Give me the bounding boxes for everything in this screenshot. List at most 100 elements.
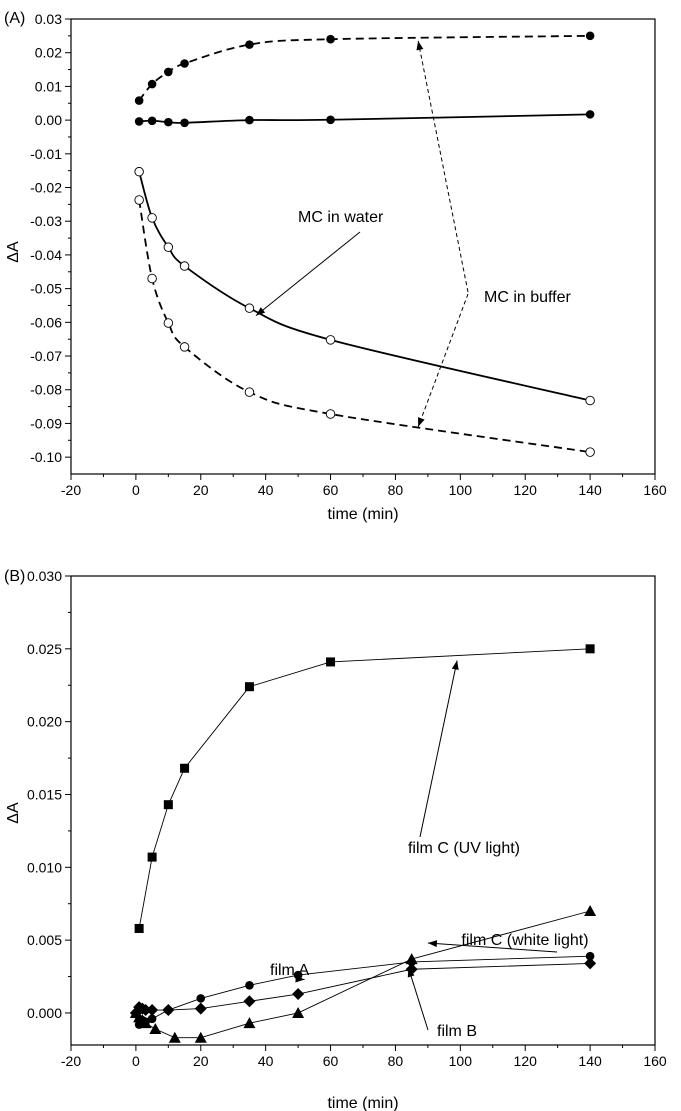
panel-label: (A) (4, 10, 25, 27)
annotation-arrow-line (419, 660, 458, 838)
y-tick-label: 0.025 (27, 641, 62, 657)
data-point-open-circle (585, 447, 595, 457)
data-point-open-circle (244, 303, 255, 313)
x-tick-label: 0 (132, 1053, 140, 1069)
y-tick-label: 0.030 (27, 568, 62, 584)
y-tick-label: 0.000 (27, 1005, 62, 1021)
data-point-open-circle (179, 342, 190, 352)
x-tick-label: 80 (388, 1053, 404, 1069)
data-point-open-circle (134, 195, 144, 205)
y-tick-label: 0.010 (27, 859, 62, 875)
series-line (138, 34, 591, 102)
y-tick-label: 0.01 (35, 78, 62, 94)
annotation-arrowhead (255, 307, 266, 316)
data-point-filled-circle (164, 67, 173, 77)
data-point-filled-circle (326, 115, 335, 125)
data-point-triangle (149, 1022, 162, 1034)
series-line (138, 648, 591, 929)
annotation-arrow-line (407, 967, 429, 1031)
data-point-filled-circle (245, 115, 254, 125)
data-point-open-circle (163, 242, 174, 252)
annotation-arrow-line (417, 293, 469, 427)
x-tick-label: 20 (193, 482, 209, 498)
data-point-triangle (139, 1017, 152, 1029)
y-tick-label: -0.06 (30, 314, 62, 330)
annotation-arrowhead (416, 40, 424, 51)
data-point-filled-circle (180, 118, 189, 128)
plot-frame-1 (70, 575, 656, 1046)
series-line (138, 171, 591, 402)
data-point-square (163, 800, 173, 810)
data-point-filled-circle (134, 96, 144, 105)
y-tick-label: -0.03 (30, 213, 62, 229)
y-tick-label: 0.00 (35, 112, 62, 128)
data-point-filled-circle (147, 116, 157, 126)
y-tick-label: -0.02 (30, 180, 62, 196)
data-point-open-circle (147, 273, 157, 284)
data-point-filled-circle (134, 117, 144, 126)
data-point-triangle (405, 953, 418, 965)
annotation-arrowhead (407, 967, 415, 978)
data-point-square (326, 657, 336, 667)
data-point-diamond (162, 1004, 175, 1017)
data-point-triangle (194, 1031, 207, 1043)
data-point-open-circle (179, 261, 190, 271)
annotation-arrow-line (427, 942, 558, 953)
y-axis-label: ΔA (5, 802, 22, 824)
x-axis-label: time (min) (327, 1095, 398, 1111)
data-point-filled-circle (585, 31, 595, 41)
y-axis-label: ΔA (5, 241, 22, 263)
annotation-arrowhead (418, 417, 425, 427)
y-tick-label: -0.01 (30, 146, 62, 162)
annotation-arrowhead (451, 660, 459, 671)
series-line (135, 962, 591, 1014)
data-point-circle (196, 994, 206, 1003)
x-tick-label: 160 (643, 1053, 667, 1069)
data-point-square (134, 923, 144, 933)
annotation-label: MC in buffer (484, 289, 572, 306)
x-tick-label: 40 (258, 1053, 274, 1069)
data-point-filled-circle (326, 34, 335, 44)
y-tick-label: -0.05 (30, 281, 62, 297)
data-point-square (180, 763, 190, 773)
y-tick-label: -0.08 (30, 382, 62, 398)
y-tick-label: 0.03 (35, 11, 62, 27)
x-tick-label: -20 (61, 482, 81, 498)
data-point-diamond (292, 988, 305, 1001)
data-point-triangle (243, 1017, 256, 1029)
data-point-diamond (146, 1004, 159, 1017)
x-tick-label: 0 (132, 482, 140, 498)
x-axis-label: time (min) (327, 506, 398, 523)
data-point-triangle (584, 905, 597, 916)
x-tick-label: 60 (323, 482, 339, 498)
data-point-diamond (139, 1004, 152, 1017)
series-line (138, 199, 591, 453)
annotation-label: film C (UV light) (408, 840, 520, 857)
annotation-label: film A (270, 962, 309, 979)
annotation-label: MC in water (298, 209, 384, 226)
data-point-open-circle (134, 166, 144, 177)
x-tick-label: 140 (578, 482, 602, 498)
data-point-filled-circle (245, 40, 254, 49)
series-line (135, 955, 591, 1026)
data-point-open-circle (244, 387, 255, 397)
x-tick-label: 140 (578, 1053, 602, 1069)
annotation-arrowhead (295, 975, 305, 983)
data-point-filled-circle (180, 59, 189, 68)
x-tick-label: 120 (514, 1053, 538, 1069)
data-point-square (585, 644, 595, 654)
plot-frame-0 (70, 18, 656, 475)
y-tick-label: -0.10 (30, 449, 62, 465)
y-tick-label: 0.005 (27, 932, 62, 948)
data-point-triangle (292, 1006, 305, 1018)
data-point-circle (245, 980, 254, 990)
panel-label: (B) (4, 568, 25, 585)
data-point-filled-circle (147, 79, 157, 89)
annotation-label: film C (white light) (461, 932, 588, 949)
y-tick-label: 0.015 (27, 786, 62, 802)
data-point-filled-circle (164, 117, 173, 127)
x-tick-label: 80 (388, 482, 404, 498)
annotation-arrowhead (427, 940, 438, 948)
x-tick-label: 160 (643, 482, 667, 498)
data-point-diamond (584, 957, 597, 970)
